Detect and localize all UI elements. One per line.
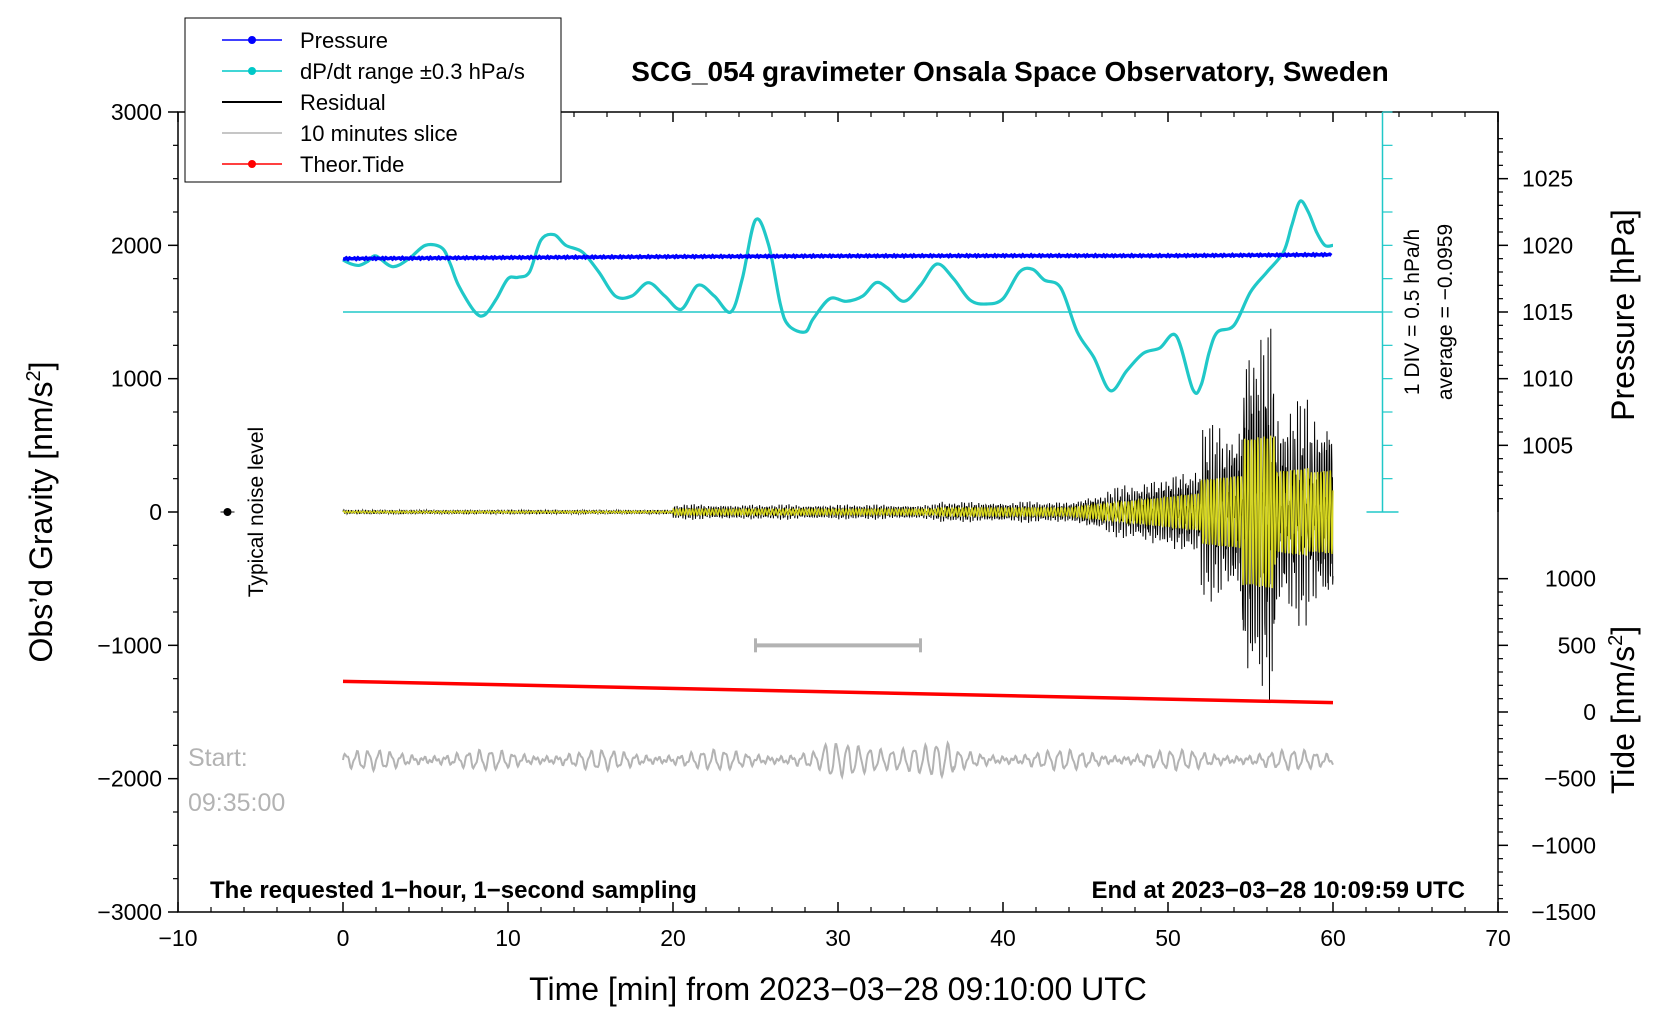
- x-tick-label: 40: [990, 925, 1016, 951]
- div-scale-label: 1 DIV = 0.5 hPa/h: [1401, 229, 1424, 395]
- y-tick-label: 1000: [111, 366, 162, 392]
- typical-noise-label: Typical noise level: [245, 427, 268, 597]
- legend-box: [184, 17, 562, 183]
- dpdt-series: [342, 199, 1334, 395]
- filtered-residual-series: [342, 435, 1334, 589]
- y-axis-title-tide-sup: 2: [1605, 635, 1627, 646]
- legend: Pressure dP/dt range ±0.3 hPa/s Residual 10…: [184, 17, 562, 183]
- ten-minute-slice-bar: [754, 638, 922, 653]
- y-axis-title-tide-main: Tide [nm/s: [1605, 646, 1641, 794]
- x-axis-ticks: −10 0 10 20 30 40 50 60 70: [158, 112, 1511, 951]
- tide-tick-label: 500: [1558, 632, 1596, 658]
- tide-tick-label: −500: [1544, 766, 1596, 792]
- tide-series: [342, 679, 1334, 705]
- pressure-tick-label: 1010: [1522, 366, 1573, 392]
- x-tick-label: 0: [337, 925, 350, 951]
- y-axis-title-tide: Tide [nm/s2]: [1605, 626, 1641, 794]
- y-tick-label: 2000: [111, 232, 162, 258]
- y-tick-label: 0: [149, 499, 162, 525]
- x-tick-label: 30: [825, 925, 851, 951]
- tide-tick-label: −1000: [1531, 832, 1596, 858]
- legend-label: dP/dt range ±0.3 hPa/s: [300, 59, 525, 84]
- legend-label: Residual: [300, 90, 386, 115]
- x-tick-label: 50: [1155, 925, 1181, 951]
- pressure-tick-label: 1015: [1522, 299, 1573, 325]
- y-tick-label: −3000: [97, 899, 162, 925]
- end-time-note: End at 2023−03−28 10:09:59 UTC: [1091, 877, 1465, 904]
- series-layer: [220, 199, 1383, 780]
- x-tick-label: −10: [158, 925, 197, 951]
- y-tick-label: −1000: [97, 632, 162, 658]
- tide-tick-label: 1000: [1545, 566, 1596, 592]
- pressure-tick-label: 1005: [1522, 432, 1573, 458]
- x-axis-title: Time [min] from 2023−03−28 09:10:00 UTC: [529, 971, 1147, 1007]
- chart-title: SCG_054 gravimeter Onsala Space Observat…: [631, 56, 1388, 87]
- y-axis-title-left: Obs’d Gravity [nm/s2]: [23, 362, 59, 663]
- noise-point: [223, 508, 232, 516]
- start-label: Start:: [188, 744, 248, 772]
- y-axis-title-left-sup: 2: [23, 370, 45, 381]
- legend-marker: [248, 160, 256, 168]
- dpdt-average-label: average = −0.0959: [1434, 224, 1457, 400]
- tide-tick-label: 0: [1583, 699, 1596, 725]
- slice-series: [342, 740, 1334, 780]
- start-time: 09:35:00: [188, 789, 285, 817]
- y-axis-title-left-main: Obs’d Gravity [nm/s: [23, 382, 59, 663]
- y-tick-label: 3000: [111, 99, 162, 125]
- y-axis-title-pressure: Pressure [hPa]: [1605, 209, 1641, 421]
- legend-label: Theor.Tide: [300, 152, 404, 177]
- noise-level-marker: [220, 508, 235, 516]
- x-tick-label: 20: [660, 925, 686, 951]
- pressure-tick-label: 1025: [1522, 166, 1573, 192]
- y-tick-label: −2000: [97, 766, 162, 792]
- y-axis-title-left-end: ]: [23, 362, 59, 371]
- pressure-series: [342, 251, 1333, 262]
- legend-label: Pressure: [300, 28, 388, 53]
- tide-axis-ticks: 1000 500 0 −500 −1000 −1500: [1498, 566, 1596, 925]
- x-tick-label: 70: [1485, 925, 1511, 951]
- pressure-axis-ticks: 1025 1020 1015 1010 1005: [1497, 112, 1573, 512]
- pressure-tick-label: 1020: [1522, 232, 1573, 258]
- x-tick-label: 10: [495, 925, 521, 951]
- legend-marker: [248, 36, 256, 44]
- y-axis-title-tide-end: ]: [1605, 626, 1641, 635]
- y-axis-ticks: 3000 2000 1000 0 −1000 −2000 −3000: [97, 99, 178, 925]
- sampling-note: The requested 1−hour, 1−second sampling: [210, 877, 697, 904]
- legend-label: 10 minutes slice: [300, 121, 458, 146]
- legend-marker: [248, 67, 256, 75]
- tide-tick-label: −1500: [1531, 899, 1596, 925]
- x-tick-label: 60: [1320, 925, 1346, 951]
